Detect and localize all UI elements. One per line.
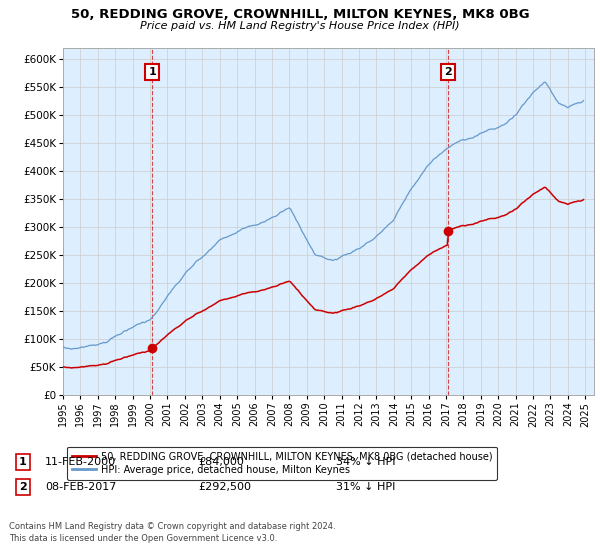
Text: 50, REDDING GROVE, CROWNHILL, MILTON KEYNES, MK8 0BG: 50, REDDING GROVE, CROWNHILL, MILTON KEY… xyxy=(71,8,529,21)
Text: 31% ↓ HPI: 31% ↓ HPI xyxy=(336,482,395,492)
Text: Contains HM Land Registry data © Crown copyright and database right 2024.
This d: Contains HM Land Registry data © Crown c… xyxy=(9,522,335,543)
Text: 08-FEB-2017: 08-FEB-2017 xyxy=(45,482,116,492)
Text: Price paid vs. HM Land Registry's House Price Index (HPI): Price paid vs. HM Land Registry's House … xyxy=(140,21,460,31)
Legend: 50, REDDING GROVE, CROWNHILL, MILTON KEYNES, MK8 0BG (detached house), HPI: Aver: 50, REDDING GROVE, CROWNHILL, MILTON KEY… xyxy=(67,446,497,480)
Text: £84,000: £84,000 xyxy=(198,457,244,467)
Text: 1: 1 xyxy=(148,67,156,77)
Text: 11-FEB-2000: 11-FEB-2000 xyxy=(45,457,116,467)
Text: 34% ↓ HPI: 34% ↓ HPI xyxy=(336,457,395,467)
Text: 1: 1 xyxy=(19,457,26,467)
Text: £292,500: £292,500 xyxy=(198,482,251,492)
Text: 2: 2 xyxy=(19,482,26,492)
Text: 2: 2 xyxy=(444,67,452,77)
